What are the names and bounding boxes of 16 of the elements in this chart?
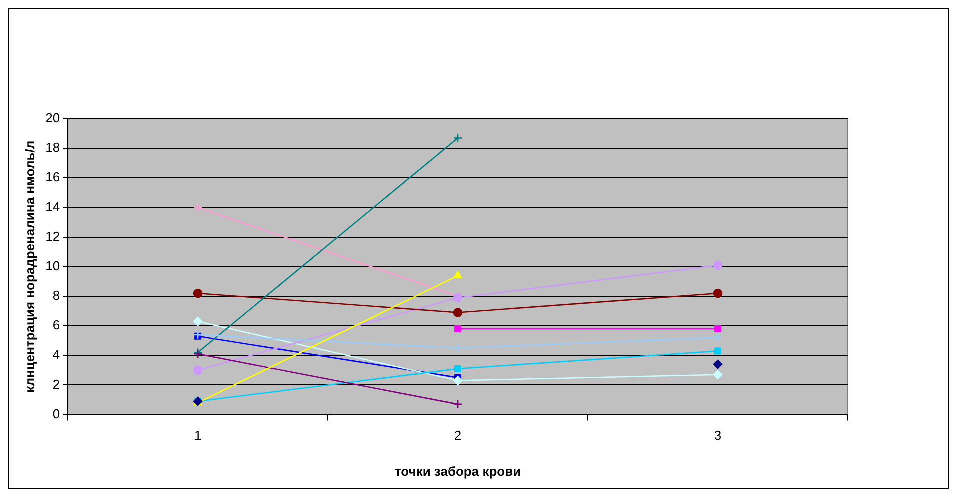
x-tick-label: 1 (194, 428, 202, 444)
x-tick-label: 2 (454, 428, 462, 444)
x-tick-label: 3 (714, 428, 722, 444)
y-tick-label: 2 (52, 376, 60, 392)
y-tick-label: 18 (46, 140, 60, 156)
x-axis-title: точки забора крови (394, 464, 522, 479)
y-tick-label: 0 (52, 406, 60, 422)
y-tick-label: 12 (46, 228, 60, 244)
y-tick-label: 20 (46, 110, 60, 126)
y-tick-label: 6 (52, 318, 60, 333)
y-axis-title: клнцентрация норадреналина нмоль/л (22, 140, 38, 393)
y-tick-label: 14 (46, 199, 60, 214)
y-tick-label: 8 (52, 288, 60, 304)
y-tick-label: 16 (46, 170, 60, 185)
y-tick-label: 10 (46, 258, 60, 274)
y-tick-label: 4 (52, 347, 60, 362)
